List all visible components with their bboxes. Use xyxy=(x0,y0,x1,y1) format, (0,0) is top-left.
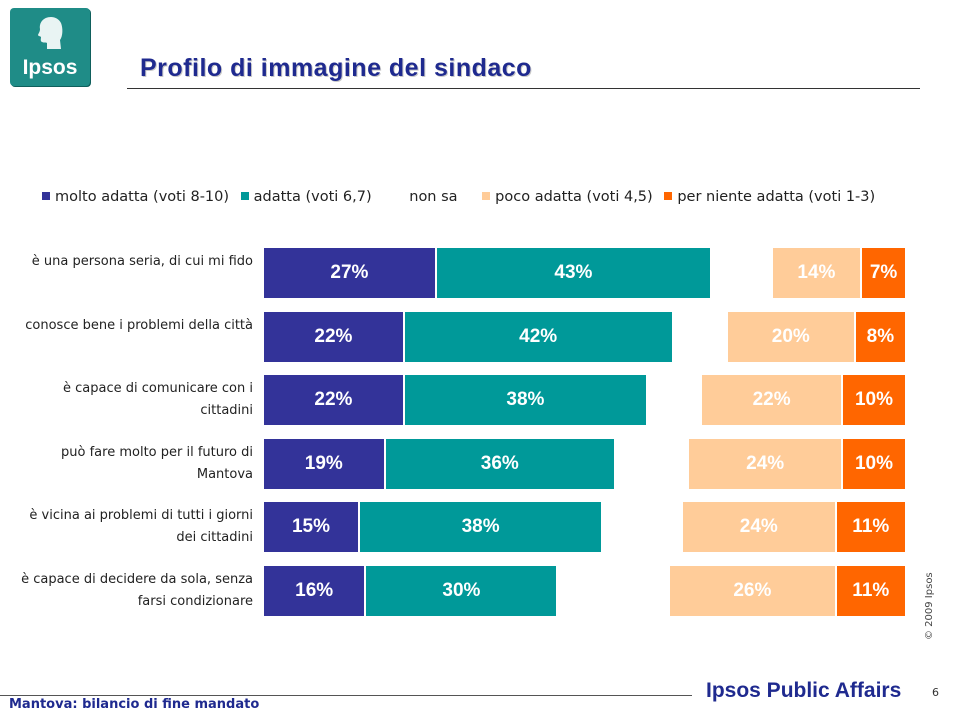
bar-poco: 20% xyxy=(727,312,854,362)
bar-niente: 7% xyxy=(862,248,905,298)
legend-item-adatta: adatta (voti 6,7) xyxy=(240,189,372,205)
legend-swatch xyxy=(664,192,673,200)
footer-divider xyxy=(0,695,692,696)
bar-adatta: 30% xyxy=(366,566,557,616)
category-label: è capace di comunicare con i cittadini xyxy=(63,381,253,418)
category-label: è capace di decidere da sola, senza fars… xyxy=(21,572,253,609)
category-label: può fare molto per il futuro di Mantova xyxy=(61,445,253,482)
bar-niente: 11% xyxy=(836,502,905,552)
bar-niente: 10% xyxy=(843,375,905,425)
bar-niente: 11% xyxy=(836,566,905,616)
bar-molto: 16% xyxy=(264,566,365,616)
legend-item-non-sa: non sa xyxy=(409,189,457,205)
legend-item-per-niente-adatta: per niente adatta (voti 1-3) xyxy=(664,189,875,205)
bar-poco: 26% xyxy=(670,566,835,616)
legend-label: per niente adatta (voti 1-3) xyxy=(677,189,876,205)
category-label: è vicina ai problemi di tutti i giorni d… xyxy=(29,508,253,545)
bar-adatta: 43% xyxy=(436,248,710,298)
legend-item-molto-adatta: molto adatta (voti 8-10) xyxy=(42,189,229,205)
legend-item-poco-adatta: poco adatta (voti 4,5) xyxy=(482,189,653,205)
logo-text: Ipsos xyxy=(22,56,78,79)
bar-poco: 24% xyxy=(683,502,835,552)
legend-label: non sa xyxy=(409,189,458,205)
bar-molto: 22% xyxy=(264,375,403,425)
legend-swatch xyxy=(482,192,491,200)
bar-adatta: 42% xyxy=(404,312,672,362)
bar-poco: 24% xyxy=(689,439,841,489)
bar-molto: 15% xyxy=(264,502,358,552)
bar-adatta: 38% xyxy=(360,502,602,552)
bar-niente: 8% xyxy=(855,312,905,362)
profile-head-icon xyxy=(38,17,63,49)
bar-adatta: 38% xyxy=(404,375,646,425)
chart-legend: molto adatta (voti 8-10) adatta (voti 6,… xyxy=(42,189,922,205)
footer-title: Mantova: bilancio di fine mandato xyxy=(9,697,260,712)
bar-molto: 19% xyxy=(264,439,384,489)
page-number: 6 xyxy=(932,686,939,699)
legend-label: poco adatta (voti 4,5) xyxy=(495,189,653,205)
brand-name: Ipsos Public Affairs xyxy=(706,679,902,702)
page-title: Profilo di immagine del sindaco xyxy=(140,54,532,82)
bar-poco: 14% xyxy=(772,248,861,298)
legend-swatch xyxy=(42,192,50,200)
bar-poco: 22% xyxy=(702,375,841,425)
category-label: è una persona seria, di cui mi fido xyxy=(31,254,253,269)
legend-swatch xyxy=(240,192,249,200)
category-label: conosce bene i problemi della città xyxy=(25,318,253,333)
bar-molto: 27% xyxy=(264,248,435,298)
bar-adatta: 36% xyxy=(385,439,614,489)
bar-niente: 10% xyxy=(843,439,905,489)
ipsos-logo: Ipsos xyxy=(10,8,90,86)
title-divider xyxy=(127,88,920,89)
legend-label: molto adatta (voti 8-10) xyxy=(55,189,230,205)
bar-molto: 22% xyxy=(264,312,403,362)
copyright-note: © 2009 Ipsos xyxy=(924,572,935,640)
legend-label: adatta (voti 6,7) xyxy=(253,189,372,205)
